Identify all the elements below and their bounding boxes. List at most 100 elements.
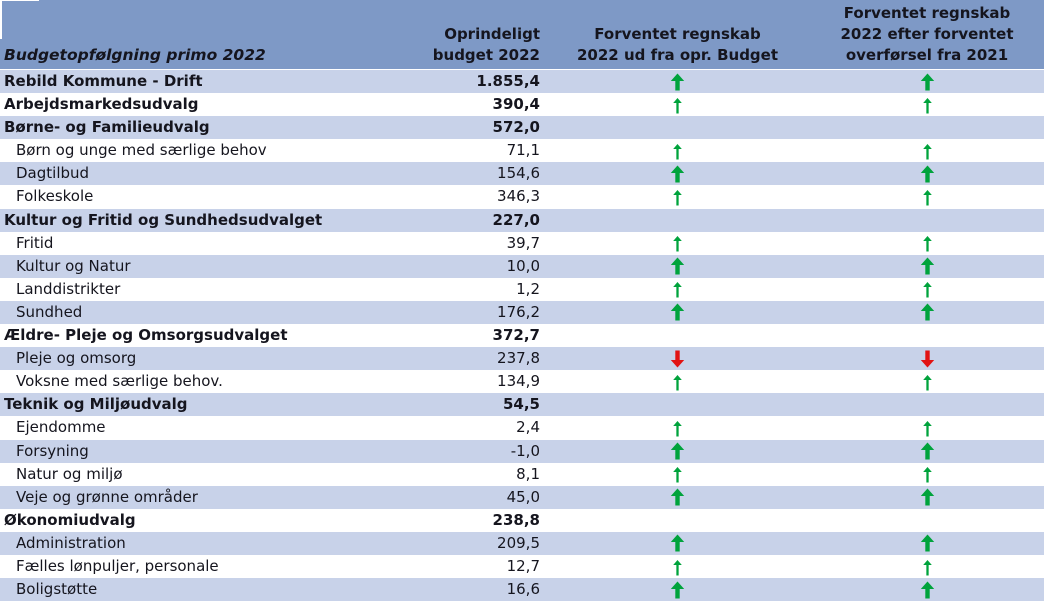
- indicator-cell-opr-budget[interactable]: [545, 509, 810, 532]
- row-label-cell[interactable]: Ejendomme: [16, 418, 106, 437]
- indicator-cell-overfoersel[interactable]: [810, 370, 1044, 393]
- indicator-cell-opr-budget[interactable]: [545, 463, 810, 486]
- row-value-cell[interactable]: 45,0: [506, 487, 540, 506]
- row-value-cell[interactable]: 572,0: [492, 118, 540, 137]
- row-label-cell[interactable]: Økonomiudvalg: [4, 510, 136, 529]
- header-cell-oprindeligt-budget[interactable]: Oprindeligt budget 2022: [422, 0, 545, 69]
- indicator-cell-overfoersel[interactable]: [810, 139, 1044, 162]
- indicator-cell-overfoersel[interactable]: [810, 463, 1044, 486]
- indicator-cell-opr-budget[interactable]: [545, 255, 810, 278]
- row-value-cell[interactable]: 176,2: [497, 302, 540, 321]
- row-value-cell[interactable]: 227,0: [492, 210, 540, 229]
- indicator-cell-overfoersel[interactable]: [810, 532, 1044, 555]
- indicator-cell-overfoersel[interactable]: [810, 509, 1044, 532]
- row-label-cell[interactable]: Pleje og omsorg: [16, 349, 137, 368]
- indicator-cell-opr-budget[interactable]: [545, 347, 810, 370]
- row-value-cell[interactable]: 134,9: [497, 372, 540, 391]
- indicator-cell-opr-budget[interactable]: [545, 116, 810, 139]
- gridline-artifact: [0, 0, 2, 39]
- indicator-cell-opr-budget[interactable]: [545, 70, 810, 93]
- indicator-cell-overfoersel[interactable]: [810, 440, 1044, 463]
- row-label-cell[interactable]: Landdistrikter: [16, 279, 121, 298]
- indicator-cell-overfoersel[interactable]: [810, 278, 1044, 301]
- indicator-cell-overfoersel[interactable]: [810, 301, 1044, 324]
- header-cell-forventet-opr-budget[interactable]: Forventet regnskab 2022 ud fra opr. Budg…: [545, 0, 810, 69]
- indicator-cell-overfoersel[interactable]: [810, 555, 1044, 578]
- indicator-cell-overfoersel[interactable]: [810, 93, 1044, 116]
- row-value-cell[interactable]: 390,4: [492, 95, 540, 114]
- indicator-cell-opr-budget[interactable]: [545, 232, 810, 255]
- row-value-cell[interactable]: 154,6: [497, 164, 540, 183]
- indicator-cell-overfoersel[interactable]: [810, 416, 1044, 439]
- row-value-cell[interactable]: 372,7: [492, 326, 540, 345]
- indicator-cell-overfoersel[interactable]: [810, 70, 1044, 93]
- row-label-cell[interactable]: Forsyning: [16, 441, 89, 460]
- row-value-cell[interactable]: 8,1: [516, 464, 540, 483]
- indicator-cell-overfoersel[interactable]: [810, 209, 1044, 232]
- row-label-cell[interactable]: Natur og miljø: [16, 464, 123, 483]
- header-cell-title[interactable]: Budgetopfølgning primo 2022: [0, 0, 422, 69]
- row-value-cell[interactable]: 2,4: [516, 418, 540, 437]
- indicator-cell-opr-budget[interactable]: [545, 301, 810, 324]
- row-label-cell[interactable]: Folkeskole: [16, 187, 94, 206]
- indicator-cell-opr-budget[interactable]: [545, 278, 810, 301]
- indicator-cell-overfoersel[interactable]: [810, 324, 1044, 347]
- row-label-cell[interactable]: Boligstøtte: [16, 580, 98, 599]
- row-value-cell[interactable]: 1.855,4: [476, 72, 540, 90]
- indicator-cell-opr-budget[interactable]: [545, 139, 810, 162]
- row-label-cell[interactable]: Arbejdsmarkedsudvalg: [4, 95, 199, 114]
- row-label-cell[interactable]: Kultur og Natur: [16, 256, 131, 275]
- header-cell-forventet-overfoersel[interactable]: Forventet regnskab 2022 efter forventet …: [810, 0, 1044, 69]
- row-value-cell[interactable]: 209,5: [497, 533, 540, 552]
- row-value-cell[interactable]: 238,8: [492, 510, 540, 529]
- indicator-cell-overfoersel[interactable]: [810, 255, 1044, 278]
- row-value-cell[interactable]: 10,0: [506, 256, 540, 275]
- indicator-cell-opr-budget[interactable]: [545, 185, 810, 208]
- indicator-cell-opr-budget[interactable]: [545, 370, 810, 393]
- row-value-cell[interactable]: 12,7: [506, 556, 540, 575]
- row-label-cell[interactable]: Børn og unge med særlige behov: [16, 141, 267, 160]
- row-label-cell[interactable]: Fritid: [16, 233, 54, 252]
- row-label-cell[interactable]: Kultur og Fritid og Sundhedsudvalget: [4, 210, 323, 229]
- row-label-cell[interactable]: Børne- og Familieudvalg: [4, 118, 210, 137]
- indicator-cell-overfoersel[interactable]: [810, 185, 1044, 208]
- row-label-cell[interactable]: Veje og grønne områder: [16, 487, 198, 506]
- up-arrow-icon: [922, 143, 932, 160]
- row-label-cell[interactable]: Dagtilbud: [16, 164, 90, 183]
- indicator-cell-overfoersel[interactable]: [810, 116, 1044, 139]
- row-value-cell[interactable]: 54,5: [502, 395, 540, 414]
- indicator-cell-overfoersel[interactable]: [810, 578, 1044, 601]
- row-value-cell[interactable]: 346,3: [497, 187, 540, 206]
- indicator-cell-opr-budget[interactable]: [545, 486, 810, 509]
- indicator-cell-overfoersel[interactable]: [810, 486, 1044, 509]
- row-value-cell[interactable]: 39,7: [506, 233, 540, 252]
- row-label-cell[interactable]: Administration: [16, 533, 126, 552]
- indicator-cell-opr-budget[interactable]: [545, 532, 810, 555]
- row-value-cell[interactable]: 237,8: [497, 349, 540, 368]
- indicator-cell-opr-budget[interactable]: [545, 440, 810, 463]
- row-value-cell[interactable]: 71,1: [506, 141, 540, 160]
- indicator-cell-overfoersel[interactable]: [810, 393, 1044, 416]
- row-value-cell[interactable]: 16,6: [506, 580, 540, 599]
- row-label-cell[interactable]: Voksne med særlige behov.: [16, 372, 223, 391]
- indicator-cell-opr-budget[interactable]: [545, 555, 810, 578]
- indicator-cell-opr-budget[interactable]: [545, 393, 810, 416]
- up-arrow-icon: [922, 236, 932, 252]
- row-value-cell[interactable]: 1,2: [516, 279, 540, 298]
- indicator-cell-overfoersel[interactable]: [810, 162, 1044, 185]
- indicator-cell-opr-budget[interactable]: [545, 324, 810, 347]
- indicator-cell-opr-budget[interactable]: [545, 162, 810, 185]
- indicator-cell-opr-budget[interactable]: [545, 93, 810, 116]
- row-label-cell[interactable]: Ældre- Pleje og Omsorgsudvalget: [4, 326, 288, 345]
- up-arrow-icon: [670, 442, 685, 460]
- row-label-cell[interactable]: Fælles lønpuljer, personale: [16, 556, 219, 575]
- row-label-cell[interactable]: Sundhed: [16, 302, 83, 321]
- indicator-cell-overfoersel[interactable]: [810, 232, 1044, 255]
- indicator-cell-opr-budget[interactable]: [545, 416, 810, 439]
- row-label-cell[interactable]: Teknik og Miljøudvalg: [4, 395, 188, 414]
- indicator-cell-opr-budget[interactable]: [545, 209, 810, 232]
- row-value-cell[interactable]: -1,0: [510, 441, 540, 460]
- indicator-cell-opr-budget[interactable]: [545, 578, 810, 601]
- indicator-cell-overfoersel[interactable]: [810, 347, 1044, 370]
- row-label-cell[interactable]: Rebild Kommune - Drift: [4, 72, 203, 90]
